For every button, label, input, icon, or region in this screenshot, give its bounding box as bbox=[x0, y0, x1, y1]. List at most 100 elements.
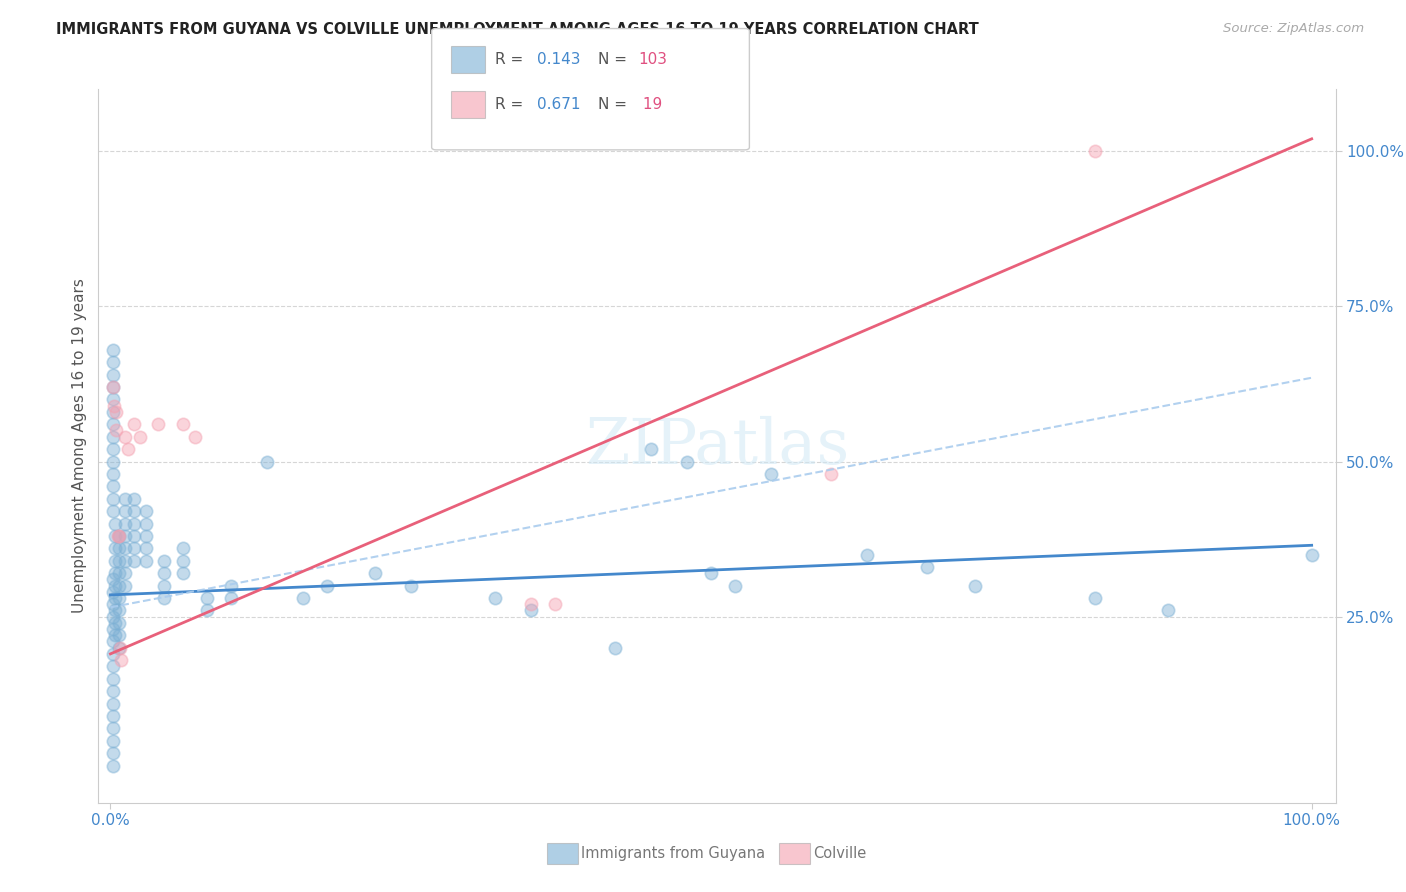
Point bbox=[1084, 591, 1107, 605]
Point bbox=[759, 467, 782, 481]
Point bbox=[101, 392, 124, 407]
Point bbox=[101, 573, 124, 587]
Point bbox=[153, 554, 176, 568]
Point bbox=[124, 417, 146, 432]
Point bbox=[101, 355, 124, 369]
Point bbox=[108, 529, 131, 543]
Point bbox=[603, 640, 626, 655]
Point bbox=[108, 615, 131, 630]
Point bbox=[108, 640, 131, 655]
Point bbox=[101, 746, 124, 760]
Point bbox=[124, 529, 146, 543]
Text: Source: ZipAtlas.com: Source: ZipAtlas.com bbox=[1223, 22, 1364, 36]
Point bbox=[219, 591, 242, 605]
Point bbox=[108, 579, 131, 593]
Point bbox=[101, 343, 124, 357]
Point bbox=[640, 442, 662, 456]
Point bbox=[917, 560, 939, 574]
Point bbox=[104, 579, 127, 593]
Point bbox=[135, 504, 157, 518]
Point bbox=[101, 584, 124, 599]
Text: R =: R = bbox=[495, 53, 529, 67]
Text: ZIPatlas: ZIPatlas bbox=[585, 416, 849, 476]
Point bbox=[101, 709, 124, 723]
Point bbox=[104, 554, 127, 568]
Point bbox=[135, 529, 157, 543]
Point bbox=[484, 591, 506, 605]
Text: IMMIGRANTS FROM GUYANA VS COLVILLE UNEMPLOYMENT AMONG AGES 16 TO 19 YEARS CORREL: IMMIGRANTS FROM GUYANA VS COLVILLE UNEMP… bbox=[56, 22, 979, 37]
Text: 19: 19 bbox=[638, 97, 662, 112]
Point bbox=[104, 591, 127, 605]
Point bbox=[153, 566, 176, 581]
Point bbox=[135, 541, 157, 556]
Point bbox=[820, 467, 842, 481]
Point bbox=[104, 516, 127, 531]
Point bbox=[101, 672, 124, 686]
Point bbox=[291, 591, 314, 605]
Text: 0.143: 0.143 bbox=[537, 53, 581, 67]
Point bbox=[101, 430, 124, 444]
Point bbox=[856, 548, 879, 562]
Point bbox=[724, 579, 747, 593]
Point bbox=[256, 454, 278, 468]
Point bbox=[114, 554, 136, 568]
Point bbox=[108, 566, 131, 581]
Point bbox=[101, 467, 124, 481]
Text: 103: 103 bbox=[638, 53, 668, 67]
Text: 0.671: 0.671 bbox=[537, 97, 581, 112]
Point bbox=[124, 516, 146, 531]
Point bbox=[676, 454, 699, 468]
Point bbox=[101, 634, 124, 648]
Point bbox=[105, 405, 128, 419]
Point bbox=[153, 591, 176, 605]
Point bbox=[195, 591, 218, 605]
Point bbox=[148, 417, 170, 432]
Point bbox=[108, 603, 131, 617]
Point bbox=[101, 368, 124, 382]
Point bbox=[114, 516, 136, 531]
Point bbox=[101, 659, 124, 673]
Point bbox=[520, 597, 543, 611]
Point bbox=[219, 579, 242, 593]
Point bbox=[135, 554, 157, 568]
Point bbox=[124, 504, 146, 518]
Point bbox=[124, 541, 146, 556]
Point bbox=[1301, 548, 1323, 562]
Point bbox=[1156, 603, 1178, 617]
Point bbox=[101, 454, 124, 468]
Point bbox=[108, 640, 131, 655]
Point bbox=[101, 405, 124, 419]
Point bbox=[104, 615, 127, 630]
Point bbox=[101, 733, 124, 747]
Point bbox=[124, 554, 146, 568]
Point bbox=[108, 591, 131, 605]
Point bbox=[114, 504, 136, 518]
Y-axis label: Unemployment Among Ages 16 to 19 years: Unemployment Among Ages 16 to 19 years bbox=[72, 278, 87, 614]
Point bbox=[520, 603, 543, 617]
Point bbox=[101, 722, 124, 736]
Point bbox=[114, 529, 136, 543]
Point bbox=[364, 566, 387, 581]
Point bbox=[101, 479, 124, 493]
Point bbox=[129, 430, 152, 444]
Point bbox=[104, 541, 127, 556]
Point bbox=[101, 491, 124, 506]
Point bbox=[114, 430, 136, 444]
Point bbox=[195, 603, 218, 617]
Text: N =: N = bbox=[598, 53, 631, 67]
Point bbox=[105, 424, 128, 438]
Point bbox=[108, 529, 131, 543]
Point bbox=[399, 579, 422, 593]
Point bbox=[104, 529, 127, 543]
Point bbox=[114, 579, 136, 593]
Point bbox=[101, 380, 124, 394]
Point bbox=[108, 541, 131, 556]
Point bbox=[544, 597, 567, 611]
Point bbox=[114, 491, 136, 506]
Point bbox=[172, 554, 194, 568]
Point bbox=[110, 653, 132, 667]
Text: Immigrants from Guyana: Immigrants from Guyana bbox=[581, 847, 765, 861]
Point bbox=[103, 399, 125, 413]
Point bbox=[114, 541, 136, 556]
Point bbox=[965, 579, 987, 593]
